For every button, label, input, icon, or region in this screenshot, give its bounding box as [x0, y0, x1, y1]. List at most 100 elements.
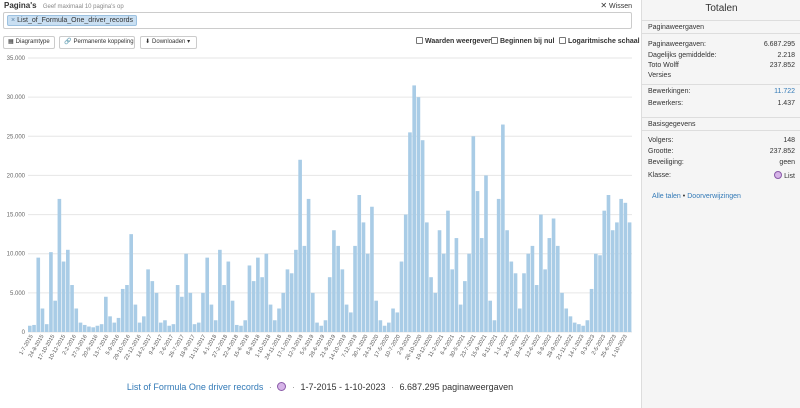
chart-bar[interactable]	[142, 316, 146, 332]
chart-bar[interactable]	[475, 191, 480, 332]
chart-bar[interactable]	[357, 195, 362, 332]
chart-bar[interactable]	[44, 324, 49, 332]
chart-bar[interactable]	[209, 304, 214, 332]
chart-bar[interactable]	[163, 320, 167, 332]
chart-bar[interactable]	[492, 320, 497, 332]
chart-bar[interactable]	[91, 327, 95, 332]
chart-bar[interactable]	[467, 253, 471, 332]
chart-bar[interactable]	[129, 234, 133, 332]
chart-bar[interactable]	[353, 245, 357, 332]
chart-bar[interactable]	[458, 304, 463, 332]
chart-bar[interactable]	[188, 292, 193, 332]
chart-bar[interactable]	[446, 210, 450, 332]
chart-bar[interactable]	[306, 198, 311, 332]
chart-bar[interactable]	[581, 325, 585, 332]
chart-bar[interactable]	[374, 300, 378, 332]
chart-bar[interactable]	[180, 296, 184, 332]
chart-bar[interactable]	[606, 195, 611, 332]
chart-bar[interactable]	[602, 210, 607, 332]
chart-bar[interactable]	[310, 292, 315, 332]
chart-bar[interactable]	[218, 249, 222, 332]
chart-bar[interactable]	[555, 245, 560, 332]
chart-bar[interactable]	[298, 159, 302, 332]
chart-bar[interactable]	[387, 322, 391, 332]
chart-bar[interactable]	[437, 230, 442, 332]
chart-bar[interactable]	[530, 245, 535, 332]
chart-bar[interactable]	[420, 140, 425, 332]
chart-bar[interactable]	[332, 230, 336, 332]
chart-bar[interactable]	[104, 296, 108, 332]
chart-bar[interactable]	[251, 281, 256, 332]
pages-select-input[interactable]: × List_of_Formula_One_driver_records	[3, 12, 632, 29]
chart-bar[interactable]	[615, 222, 619, 332]
chart-bar[interactable]	[28, 325, 32, 332]
chart-bar[interactable]	[36, 257, 41, 332]
chart-bar[interactable]	[196, 322, 201, 332]
checkbox-box[interactable]	[491, 37, 498, 44]
chart-bar[interactable]	[150, 281, 155, 332]
chart-bar[interactable]	[365, 253, 370, 332]
chart-bar[interactable]	[125, 285, 129, 332]
chart-bar[interactable]	[488, 300, 493, 332]
chart-bar[interactable]	[234, 324, 239, 332]
chart-bar[interactable]	[370, 206, 374, 332]
chart-bar[interactable]	[184, 253, 188, 332]
chart-bar[interactable]	[95, 325, 100, 332]
log-scale-checkbox[interactable]: Logaritmische schaal	[559, 37, 640, 45]
chart-bar[interactable]	[61, 261, 66, 332]
chart-bar[interactable]	[213, 320, 218, 332]
chart-bar[interactable]	[260, 277, 264, 332]
page-chip[interactable]: × List_of_Formula_One_driver_records	[7, 15, 138, 26]
chart-bar[interactable]	[391, 308, 395, 332]
chart-bar[interactable]	[349, 312, 353, 332]
chart-bar[interactable]	[167, 325, 171, 332]
chart-bar[interactable]	[526, 253, 531, 332]
chart-bar[interactable]	[158, 322, 163, 332]
permalink-button[interactable]: 🔗 Permanente koppeling	[59, 36, 135, 49]
chart-bar[interactable]	[226, 261, 231, 332]
chart-bar[interactable]	[429, 277, 433, 332]
chart-bar[interactable]	[205, 257, 210, 332]
chart-bar[interactable]	[192, 324, 197, 332]
chart-bar[interactable]	[408, 132, 412, 332]
chart-bar[interactable]	[568, 316, 573, 332]
checkbox-box[interactable]	[559, 37, 566, 44]
chart-bar[interactable]	[378, 320, 383, 332]
chart-bar[interactable]	[509, 261, 514, 332]
chart-bar[interactable]	[289, 273, 294, 332]
chart-bar[interactable]	[610, 230, 615, 332]
chart-bar[interactable]	[572, 322, 577, 332]
chart-bar[interactable]	[585, 320, 590, 332]
chart-bar[interactable]	[154, 292, 159, 332]
begin-at-zero-checkbox[interactable]: Beginnen bij nul	[491, 37, 554, 45]
chart-bar[interactable]	[268, 304, 273, 332]
chart-bar[interactable]	[78, 322, 83, 332]
chart-bar[interactable]	[53, 300, 57, 332]
chart-bar[interactable]	[501, 124, 505, 332]
chart-bar[interactable]	[82, 324, 87, 332]
show-values-checkbox[interactable]: Waarden weergeven	[416, 37, 492, 45]
chart-bars[interactable]	[28, 85, 632, 333]
chart-bar[interactable]	[471, 136, 476, 332]
chart-bar[interactable]	[49, 252, 53, 332]
chart-bar[interactable]	[281, 292, 286, 332]
chart-bar[interactable]	[619, 198, 623, 332]
chart-bar[interactable]	[116, 317, 121, 332]
chart-bar[interactable]	[340, 269, 345, 332]
chart-bar[interactable]	[87, 326, 91, 332]
all-languages-link[interactable]: Alle talen	[652, 193, 681, 200]
chart-bar[interactable]	[547, 238, 552, 332]
chart-bar[interactable]	[137, 322, 142, 332]
chart-bar[interactable]	[171, 324, 176, 332]
chart-bar[interactable]	[74, 308, 79, 332]
chart-bar[interactable]	[593, 253, 598, 332]
footer-page-link[interactable]: List of Formula One driver records	[126, 382, 264, 392]
chart-type-button[interactable]: ▦ Diagramtype	[3, 36, 55, 49]
pageviews-chart[interactable]: 0 5.000 10.000 15.000 20.000 25.000 30.000 35.0…	[0, 54, 640, 380]
chart-bar[interactable]	[294, 249, 298, 332]
chart-bar[interactable]	[441, 253, 446, 332]
chart-bar[interactable]	[505, 230, 509, 332]
chart-bar[interactable]	[361, 222, 366, 332]
chart-bar[interactable]	[99, 324, 104, 332]
chart-bar[interactable]	[256, 257, 260, 332]
